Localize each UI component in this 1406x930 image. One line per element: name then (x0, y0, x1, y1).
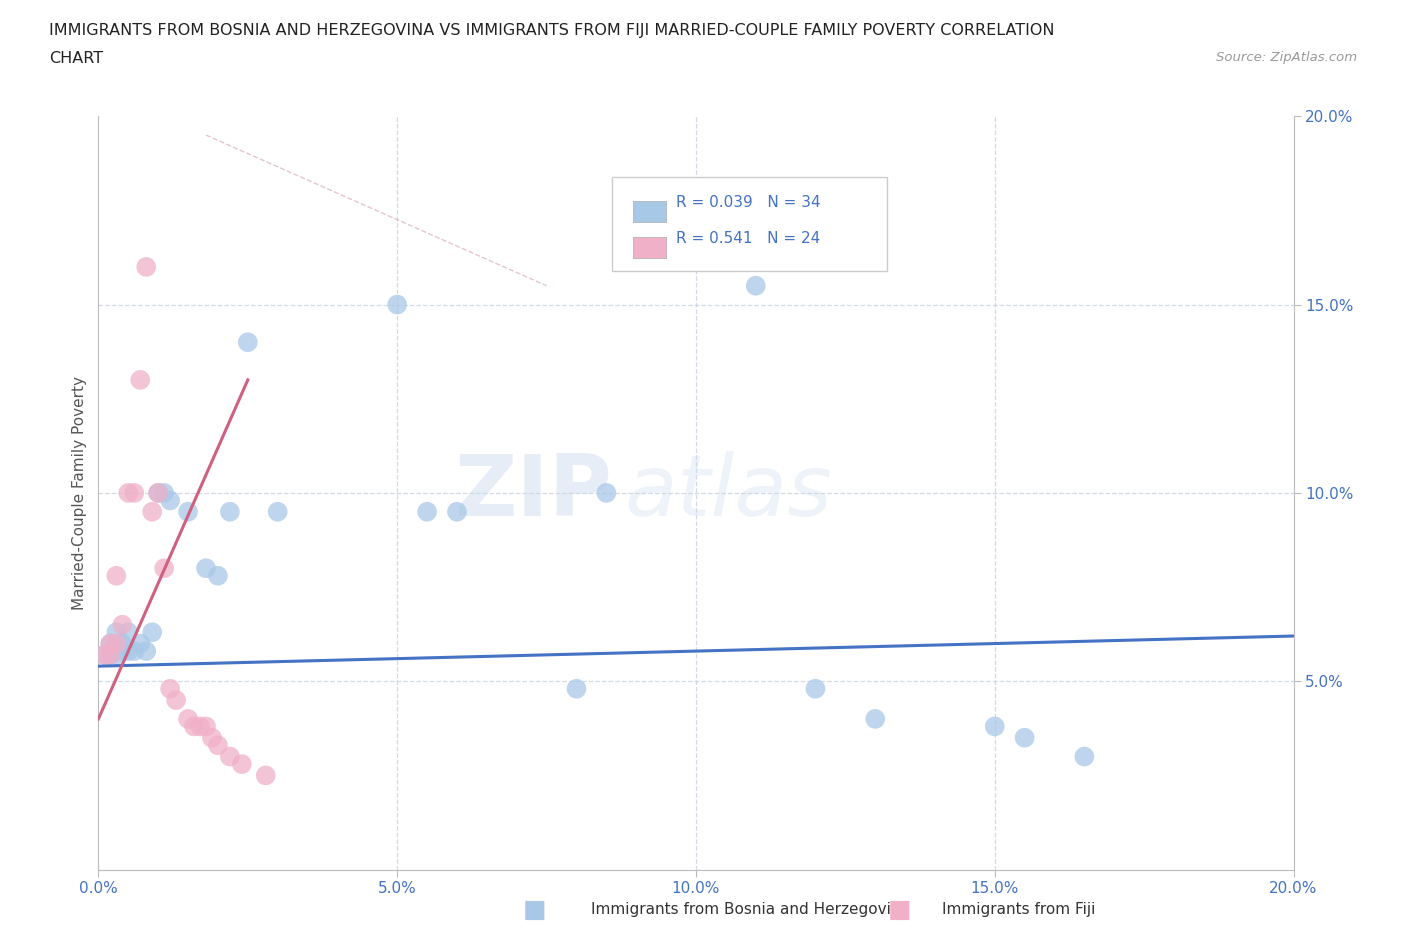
Point (148, 485, 170, 500)
Point (745, 278, 768, 293)
Point (1073, 750, 1095, 764)
Point (267, 504, 290, 519)
Point (446, 504, 468, 519)
Point (93, 647, 115, 662)
Point (141, 504, 163, 519)
Point (236, 335, 259, 350)
Point (219, 504, 242, 519)
Point (984, 719, 1007, 734)
Point (219, 750, 242, 764)
Point (177, 504, 200, 519)
Point (111, 618, 134, 632)
Point (1014, 730, 1036, 745)
Point (804, 682, 827, 697)
Point (117, 485, 139, 500)
Text: CHART: CHART (49, 51, 103, 66)
Point (105, 647, 128, 662)
Point (111, 644, 134, 658)
Point (416, 504, 439, 519)
Point (195, 561, 218, 576)
Point (141, 625, 163, 640)
Point (105, 636, 128, 651)
Point (148, 485, 170, 500)
Point (98, 636, 122, 651)
Point (159, 493, 181, 508)
Point (111, 636, 134, 651)
Point (124, 644, 146, 658)
Text: Immigrants from Bosnia and Herzegovina: Immigrants from Bosnia and Herzegovina (591, 902, 910, 917)
Point (865, 711, 887, 726)
Point (254, 768, 277, 783)
Text: Source: ZipAtlas.com: Source: ZipAtlas.com (1216, 51, 1357, 64)
Point (231, 757, 253, 772)
Point (195, 719, 218, 734)
Point (98, 647, 122, 662)
Point (207, 737, 229, 752)
FancyBboxPatch shape (613, 177, 887, 271)
Point (117, 625, 139, 640)
Point (153, 561, 176, 576)
Point (124, 485, 146, 500)
Bar (633, 201, 666, 221)
Point (93, 647, 115, 662)
Point (98, 647, 122, 662)
Text: R = 0.541   N = 24: R = 0.541 N = 24 (676, 231, 820, 246)
Point (595, 485, 617, 500)
Text: ■: ■ (889, 897, 911, 922)
Text: ■: ■ (523, 897, 546, 922)
Point (177, 711, 200, 726)
Point (188, 719, 211, 734)
Point (105, 625, 128, 640)
Point (105, 568, 128, 583)
Point (165, 693, 187, 708)
Point (117, 644, 139, 658)
Bar (633, 237, 666, 258)
Point (159, 682, 181, 697)
Point (135, 644, 157, 658)
Point (207, 568, 229, 583)
Point (129, 372, 152, 387)
Point (98, 636, 122, 651)
Point (129, 636, 152, 651)
Point (385, 298, 409, 312)
Point (565, 682, 588, 697)
Point (183, 719, 205, 734)
Point (105, 636, 128, 651)
Text: Immigrants from Fiji: Immigrants from Fiji (942, 902, 1095, 917)
Text: R = 0.039   N = 34: R = 0.039 N = 34 (676, 194, 820, 209)
Text: atlas: atlas (624, 451, 832, 535)
Text: ZIP: ZIP (454, 451, 613, 535)
Text: IMMIGRANTS FROM BOSNIA AND HERZEGOVINA VS IMMIGRANTS FROM FIJI MARRIED-COUPLE FA: IMMIGRANTS FROM BOSNIA AND HERZEGOVINA V… (49, 23, 1054, 38)
Point (153, 485, 176, 500)
Point (201, 730, 224, 745)
Point (135, 259, 157, 274)
Y-axis label: Married-Couple Family Poverty: Married-Couple Family Poverty (72, 376, 87, 610)
